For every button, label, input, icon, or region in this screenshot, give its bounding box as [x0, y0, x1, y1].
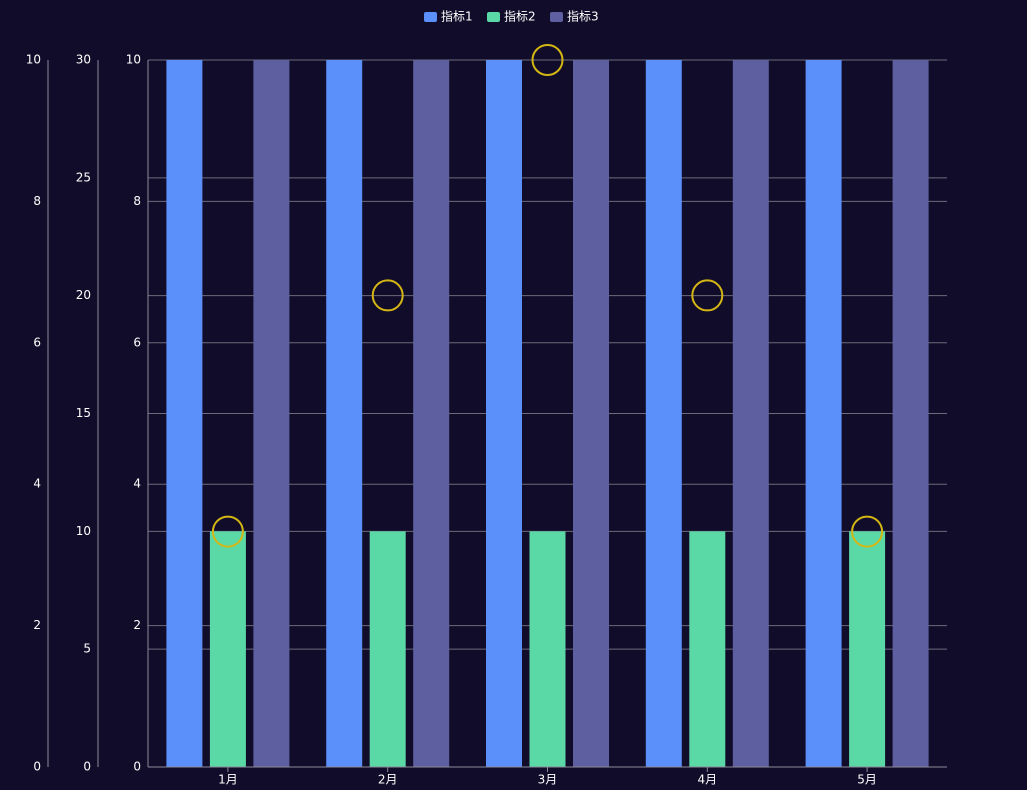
bar[interactable]	[209, 531, 246, 767]
y3-tick-label: 20	[76, 288, 91, 302]
y3-tick-label: 10	[76, 524, 91, 538]
marker-circle[interactable]	[371, 279, 404, 312]
bar[interactable]	[689, 531, 726, 767]
legend-label: 指标2	[504, 9, 536, 24]
y2-tick-label: 0	[33, 760, 41, 774]
marker-circle[interactable]	[851, 515, 884, 548]
y1-tick-label: 0	[133, 760, 141, 774]
x-tick-label: 3月	[538, 773, 558, 787]
marker-circle[interactable]	[691, 279, 724, 312]
bar[interactable]	[166, 60, 203, 767]
y2-tick-label: 6	[33, 335, 41, 349]
bar[interactable]	[253, 60, 290, 767]
x-tick-label: 4月	[697, 773, 717, 787]
bar[interactable]	[413, 60, 450, 767]
y3-tick-label: 0	[83, 760, 91, 774]
y2-tick-label: 2	[33, 618, 41, 632]
bar[interactable]	[732, 60, 769, 767]
bar[interactable]	[369, 531, 406, 767]
x-tick-label: 2月	[378, 773, 398, 787]
y3-tick-label: 30	[76, 53, 91, 67]
y3-tick-label: 15	[76, 406, 91, 420]
y2-tick-label: 8	[33, 194, 41, 208]
bar[interactable]	[486, 60, 522, 767]
y1-tick-label: 2	[133, 618, 141, 632]
y1-tick-label: 4	[133, 477, 141, 491]
bar[interactable]	[645, 60, 682, 767]
x-tick-label: 1月	[218, 773, 238, 787]
bar[interactable]	[805, 60, 842, 767]
y1-tick-label: 6	[133, 335, 141, 349]
y3-tick-label: 5	[83, 642, 91, 656]
y1-tick-label: 8	[133, 194, 141, 208]
bar[interactable]	[529, 531, 566, 767]
bar[interactable]	[326, 60, 363, 767]
bar[interactable]	[892, 60, 929, 767]
legend-label: 指标3	[567, 9, 599, 24]
bar[interactable]	[573, 60, 609, 767]
x-tick-label: 5月	[857, 773, 877, 787]
legend-swatch[interactable]	[487, 12, 500, 22]
legend-swatch[interactable]	[424, 12, 437, 22]
marker-circle[interactable]	[531, 44, 564, 76]
y1-tick-label: 10	[126, 53, 141, 67]
legend-swatch[interactable]	[550, 12, 563, 22]
y3-tick-label: 25	[76, 170, 91, 184]
y2-tick-label: 10	[26, 53, 41, 67]
legend-label: 指标1	[441, 9, 473, 24]
y2-tick-label: 4	[33, 477, 41, 491]
marker-circle[interactable]	[211, 515, 244, 548]
bar[interactable]	[849, 531, 886, 767]
